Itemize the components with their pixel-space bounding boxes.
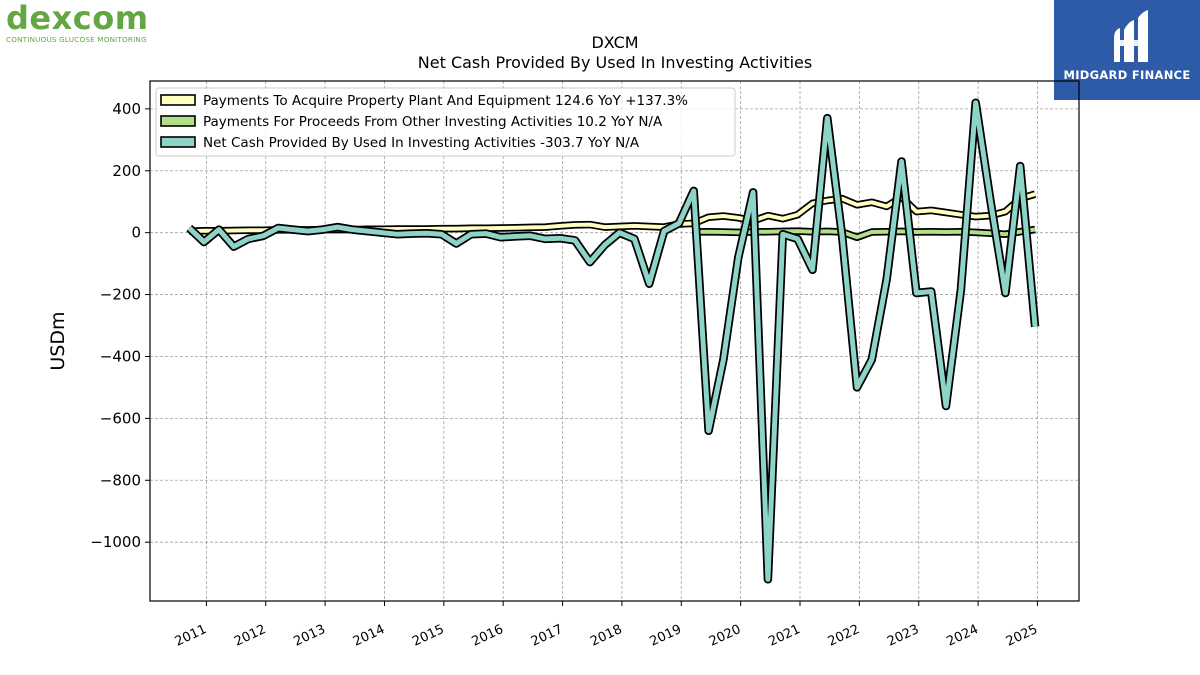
x-tick-label: 2018 (588, 622, 624, 650)
x-axis: 2011 2012 2013 2014 2015 2016 2017 2018 2019 2020… (173, 601, 1040, 650)
midgard-finance-logo: MIDGARD FINANCE (1054, 0, 1200, 100)
chart-title: DXCM (591, 33, 638, 52)
y-axis: 400 200 0 −200 −400 −600 −800 −1000 (90, 100, 150, 551)
y-tick-label: −200 (100, 286, 141, 304)
series-lines (186, 98, 1040, 584)
y-tick-label: −600 (100, 409, 141, 427)
logo-tagline: CONTINUOUS GLUCOSE MONITORING (6, 35, 147, 44)
grid-lines (150, 81, 1079, 601)
chart-subtitle: Net Cash Provided By Used In Investing A… (418, 53, 812, 72)
legend-entry: Net Cash Provided By Used In Investing A… (203, 135, 640, 151)
x-tick-label: 2024 (944, 622, 980, 650)
x-tick-label: 2012 (232, 622, 268, 650)
series-outline (186, 98, 1040, 584)
x-tick-label: 2015 (410, 622, 446, 650)
y-tick-label: 0 (131, 224, 141, 242)
x-tick-label: 2011 (173, 622, 209, 650)
legend-box (155, 87, 736, 157)
y-tick-label: 200 (112, 162, 141, 180)
y-tick-label: 400 (112, 100, 141, 118)
x-tick-label: 2023 (885, 622, 921, 650)
legend: Payments To Acquire Property Plant And E… (155, 87, 736, 157)
x-tick-label: 2013 (291, 622, 327, 650)
legend-swatch (160, 115, 196, 127)
x-tick-label: 2014 (351, 622, 387, 650)
legend-entry: Payments To Acquire Property Plant And E… (203, 93, 688, 109)
x-tick-label: 2019 (648, 622, 684, 650)
x-tick-label: 2022 (826, 622, 862, 650)
legend-entry: Payments For Proceeds From Other Investi… (203, 114, 663, 130)
x-tick-label: 2025 (1004, 622, 1040, 650)
plot-frame (149, 80, 1080, 602)
logo-brand-text: MIDGARD FINANCE (1063, 68, 1191, 82)
y-tick-label: −1000 (90, 533, 141, 551)
x-tick-label: 2017 (529, 622, 565, 650)
midgard-emblem-icon (1114, 10, 1148, 62)
series-line (187, 100, 1038, 582)
y-tick-label: −800 (100, 471, 141, 489)
x-tick-label: 2021 (766, 622, 802, 650)
legend-swatch (160, 136, 196, 148)
legend-swatch (160, 94, 196, 106)
x-tick-label: 2020 (707, 622, 743, 650)
x-tick-label: 2016 (470, 622, 506, 650)
dexcom-logo: dexcom CONTINUOUS GLUCOSE MONITORING (6, 2, 176, 46)
y-tick-label: −400 (100, 347, 141, 365)
y-axis-label: USDm (47, 311, 69, 370)
logo-wordmark: dexcom (6, 0, 149, 37)
